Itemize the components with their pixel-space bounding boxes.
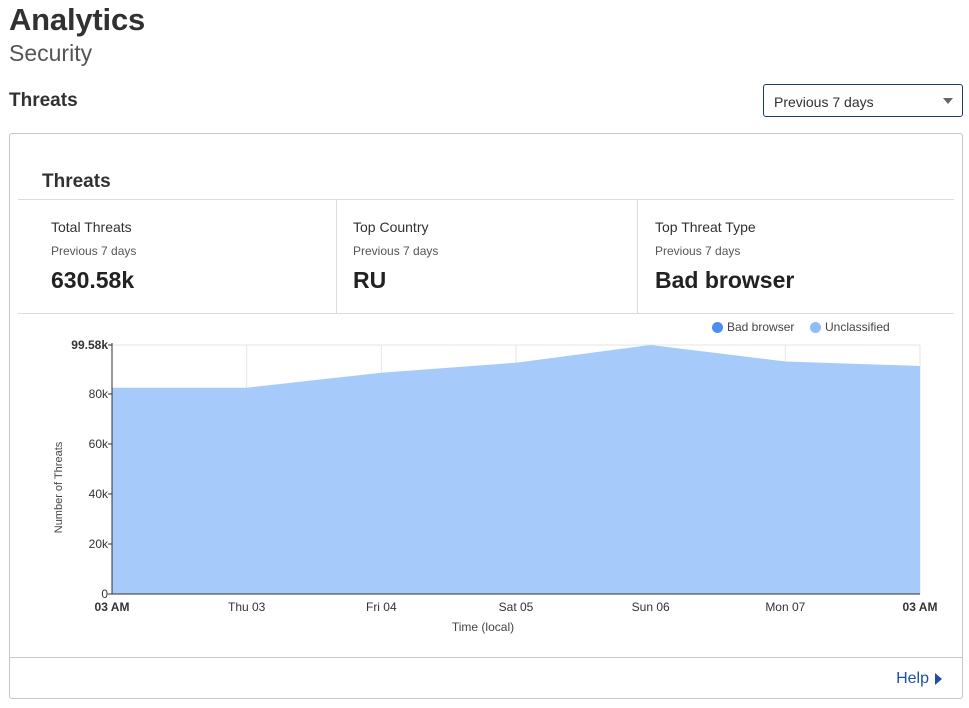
stat-period: Previous 7 days [51, 244, 137, 258]
stat-value: Bad browser [655, 267, 795, 293]
x-axis-title: Time (local) [452, 620, 514, 634]
stat-top-threat-type: Top Threat Type Previous 7 days Bad brow… [637, 200, 955, 313]
x-tick-label: Sat 05 [499, 600, 534, 614]
legend-item-bad-browser[interactable]: Bad browser [712, 320, 794, 334]
x-tick-label: Thu 03 [228, 600, 266, 614]
threats-area-chart: 0 20k 40k 60k 80k 99.58k 03 AM Thu 03 Fri 04 Sat … [53, 338, 937, 634]
help-label: Help [896, 670, 929, 687]
stat-top-country: Top Country Previous 7 days RU [336, 200, 637, 313]
y-tick-label: 40k [89, 487, 109, 501]
legend-label: Unclassified [825, 320, 890, 334]
stat-value: 630.58k [51, 267, 135, 293]
x-tick-label: Fri 04 [366, 600, 397, 614]
time-range-select[interactable]: Previous 7 days [763, 84, 963, 117]
caret-down-icon [943, 98, 953, 104]
series-area-bad-browser[interactable] [112, 345, 920, 594]
threats-card: Threats Total Threats Previous 7 days 63… [9, 133, 963, 699]
axes [108, 343, 920, 595]
y-tick-label: 60k [89, 437, 109, 451]
x-tick-label: 03 AM [903, 600, 938, 614]
divider [18, 313, 954, 314]
page-subtitle: Security [9, 40, 93, 66]
stat-label: Top Threat Type [655, 219, 756, 235]
y-axis-title: Number of Threats [53, 441, 65, 533]
axis-labels: 0 20k 40k 60k 80k 99.58k 03 AM Thu 03 Fri 04 Sat … [53, 338, 937, 634]
card-title: Threats [42, 171, 111, 192]
x-tick-label: 03 AM [95, 600, 130, 614]
stat-label: Top Country [353, 219, 429, 235]
y-tick-label: 80k [89, 387, 109, 401]
help-link[interactable]: Help [896, 670, 942, 688]
stat-label: Total Threats [51, 219, 132, 235]
x-tick-label: Mon 07 [765, 600, 805, 614]
legend-dot-icon [712, 321, 723, 333]
legend-dot-icon [810, 321, 821, 333]
y-tick-label: 0 [101, 587, 108, 601]
caret-right-icon [935, 673, 942, 685]
section-title: Threats [9, 90, 78, 111]
y-tick-label: 20k [89, 537, 109, 551]
stat-period: Previous 7 days [353, 244, 439, 258]
y-tick-label: 99.58k [71, 338, 108, 352]
divider [10, 657, 962, 658]
page-title: Analytics [9, 2, 146, 37]
legend-item-unclassified[interactable]: Unclassified [810, 320, 890, 334]
stat-value: RU [353, 267, 387, 293]
x-tick-label: Sun 06 [632, 600, 670, 614]
stat-total-threats: Total Threats Previous 7 days 630.58k [19, 200, 336, 313]
legend-label: Bad browser [727, 320, 795, 334]
stat-period: Previous 7 days [655, 244, 741, 258]
divider [18, 199, 954, 200]
time-range-value: Previous 7 days [774, 94, 874, 110]
